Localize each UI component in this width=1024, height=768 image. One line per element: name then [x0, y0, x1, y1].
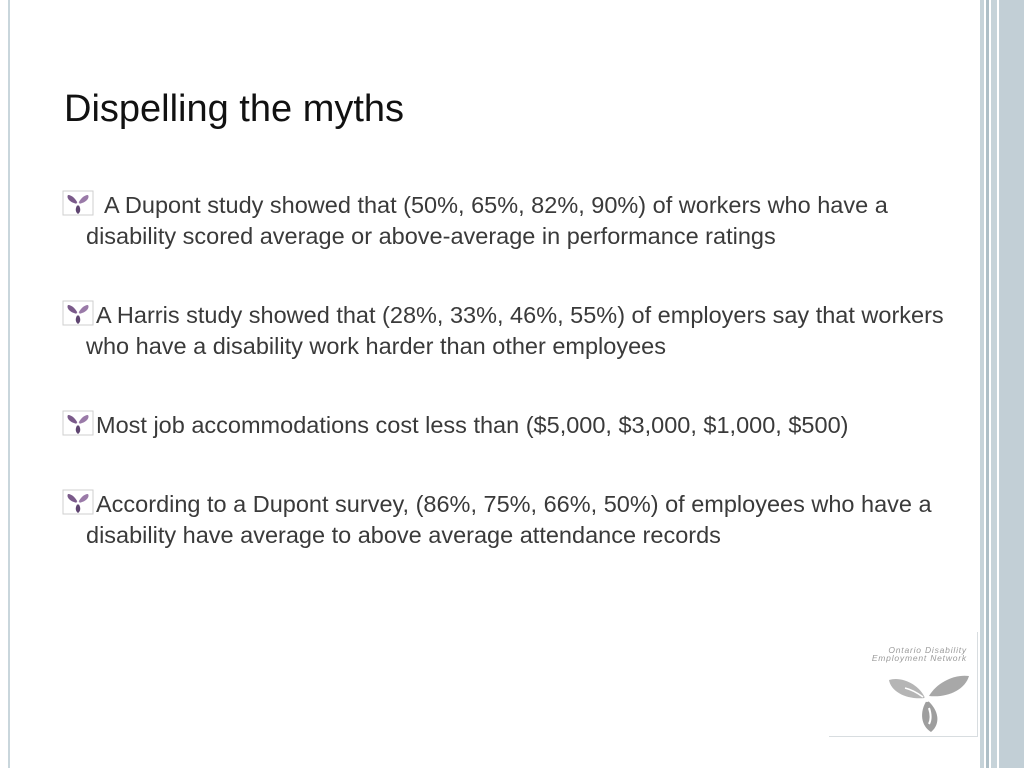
logo-line-1: Ontario Disability — [888, 645, 967, 655]
bullet-text: A Harris study showed that (28%, 33%, 46… — [86, 302, 944, 359]
trillium-bullet-icon — [62, 300, 94, 326]
bullet-text: A Dupont study showed that (50%, 65%, 82… — [86, 192, 888, 249]
bullet-item: A Dupont study showed that (50%, 65%, 82… — [62, 190, 982, 252]
logo-line-2: Employment Network — [871, 653, 967, 663]
trillium-bullet-icon — [62, 190, 94, 216]
bullet-list: A Dupont study showed that (50%, 65%, 82… — [62, 190, 982, 551]
logo-wordmark: Ontario Disability Employment Network — [871, 645, 967, 663]
slide-title: Dispelling the myths — [64, 88, 405, 130]
bullet-item: Most job accommodations cost less than (… — [62, 410, 982, 441]
trillium-logo-icon — [889, 675, 969, 732]
right-decorative-stripes — [980, 0, 1024, 768]
bullet-item: A Harris study showed that (28%, 33%, 46… — [62, 300, 982, 362]
trillium-bullet-icon — [62, 410, 94, 436]
left-border-rule — [8, 0, 10, 768]
bullet-item: According to a Dupont survey, (86%, 75%,… — [62, 489, 982, 551]
bullet-text: Most job accommodations cost less than (… — [96, 412, 849, 438]
organization-logo: Ontario Disability Employment Network — [829, 632, 978, 737]
trillium-bullet-icon — [62, 489, 94, 515]
bullet-text: According to a Dupont survey, (86%, 75%,… — [86, 491, 932, 548]
